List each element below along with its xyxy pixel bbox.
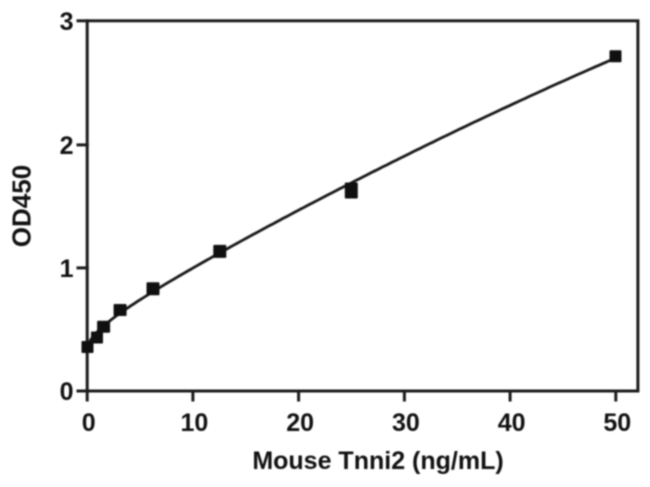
svg-text:0: 0 xyxy=(60,378,74,406)
svg-text:30: 30 xyxy=(392,409,420,437)
svg-text:2: 2 xyxy=(60,132,74,160)
svg-text:OD450: OD450 xyxy=(7,165,37,247)
svg-text:0: 0 xyxy=(82,409,96,437)
svg-text:20: 20 xyxy=(286,409,314,437)
svg-text:10: 10 xyxy=(180,409,208,437)
svg-text:3: 3 xyxy=(60,8,74,36)
svg-text:40: 40 xyxy=(498,409,526,437)
svg-text:Mouse Tnni2 (ng/mL): Mouse Tnni2 (ng/mL) xyxy=(252,447,503,475)
svg-text:50: 50 xyxy=(603,409,631,437)
svg-text:1: 1 xyxy=(60,255,74,283)
